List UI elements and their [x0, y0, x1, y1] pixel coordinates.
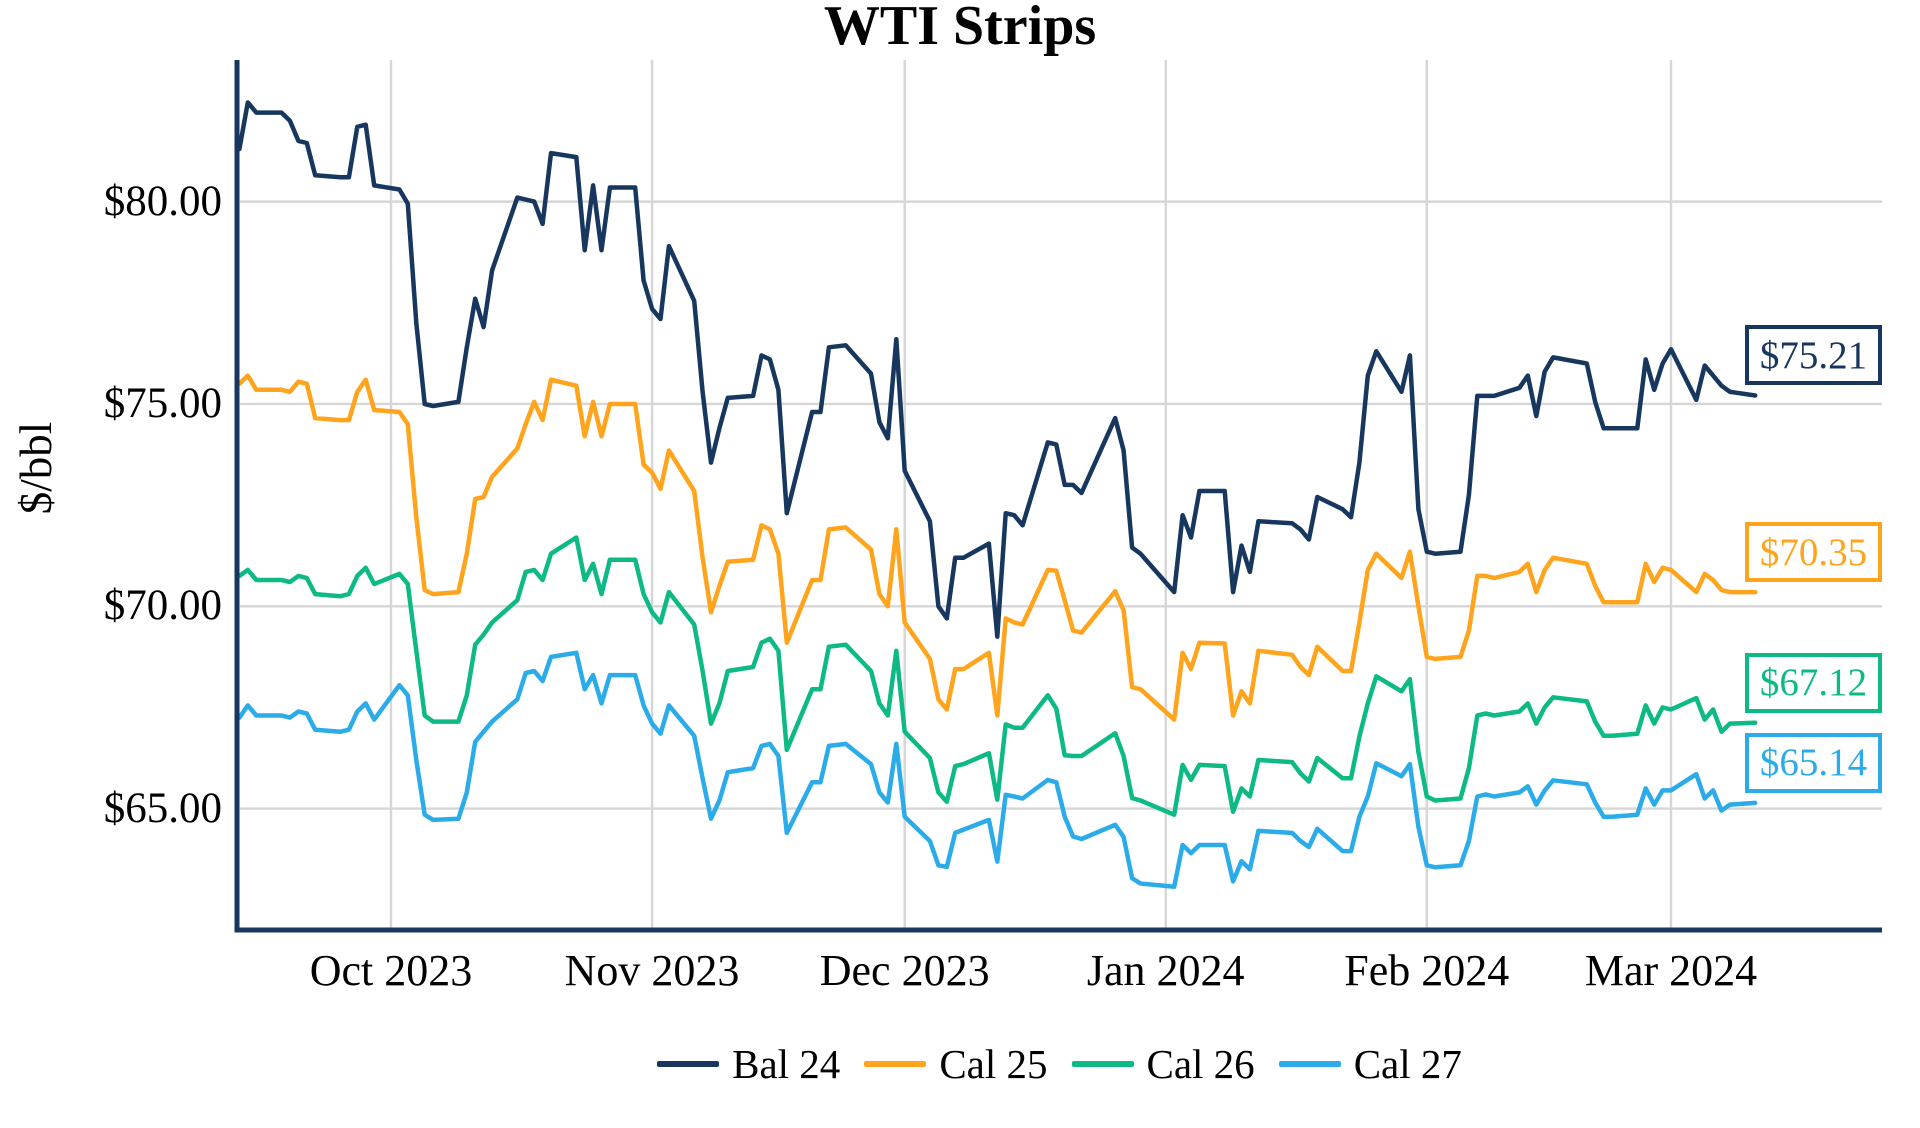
- price-annotation-cal26: $67.12: [1745, 652, 1882, 713]
- price-annotation-cal27: $65.14: [1745, 732, 1882, 793]
- legend-label: Cal 25: [939, 1041, 1048, 1087]
- legend-swatch-icon: [657, 1061, 720, 1067]
- legend-item-cal27: Cal 27: [1278, 1038, 1462, 1090]
- legend-label: Bal 24: [732, 1041, 841, 1087]
- x-tick-label: Jan 2024: [1086, 946, 1245, 995]
- y-tick-label: $75.00: [103, 379, 222, 427]
- x-tick-label: Feb 2024: [1344, 946, 1510, 995]
- y-tick-label: $80.00: [103, 177, 222, 225]
- x-tick-label: Mar 2024: [1584, 946, 1758, 995]
- chart-legend: Bal 24 Cal 25 Cal 26 Cal 27: [237, 1038, 1882, 1090]
- x-tick-label: Oct 2023: [309, 946, 473, 995]
- x-tick-label: Nov 2023: [564, 946, 740, 995]
- legend-swatch-icon: [1278, 1061, 1341, 1067]
- legend-item-cal25: Cal 25: [864, 1038, 1048, 1090]
- legend-swatch-icon: [1071, 1061, 1134, 1067]
- legend-label: Cal 26: [1146, 1041, 1255, 1087]
- x-tick-label: Dec 2023: [819, 946, 990, 995]
- price-annotation-bal24: $75.21: [1745, 325, 1882, 386]
- legend-swatch-icon: [864, 1061, 927, 1067]
- chart-title: WTI Strips: [823, 0, 1097, 57]
- y-tick-label: $65.00: [103, 784, 222, 832]
- legend-item-cal26: Cal 26: [1071, 1038, 1255, 1090]
- legend-label: Cal 27: [1353, 1041, 1462, 1087]
- y-axis-label: $/bbl: [11, 421, 61, 515]
- price-annotation-cal25: $70.35: [1745, 522, 1882, 583]
- legend-item-bal24: Bal 24: [657, 1038, 840, 1090]
- y-tick-label: $70.00: [103, 582, 222, 630]
